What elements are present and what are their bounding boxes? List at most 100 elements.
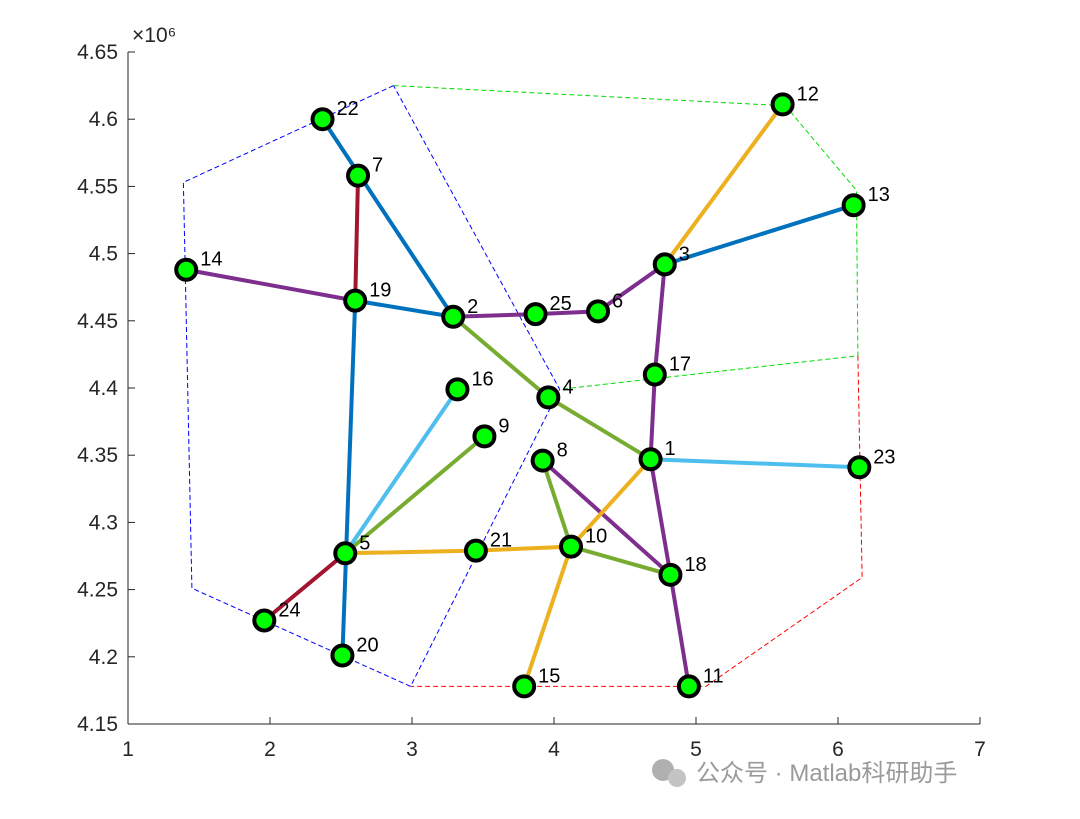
x-tick-label: 7 [974,738,986,761]
edge [652,262,667,377]
node-label: 4 [562,376,573,398]
node [310,107,335,132]
edge [184,267,358,303]
y-tick-label: 4.65 [77,41,118,64]
node-label: 5 [359,532,370,554]
node [333,541,358,566]
edge [662,102,785,267]
x-tick-label: 2 [264,738,276,761]
y-tick-label: 4.55 [77,175,118,198]
node [841,193,866,218]
x-tick-label: 3 [406,738,418,761]
edge [353,173,361,303]
edge [540,458,673,577]
node [642,362,667,387]
node-label: 11 [703,665,724,687]
node [770,92,795,117]
edge [473,544,574,553]
node-label: 15 [538,665,560,687]
y-tick-label: 4.5 [89,243,118,266]
node-label: 17 [669,354,691,376]
edge [451,312,538,319]
edge [569,457,653,549]
region-boundary [182,85,561,688]
node [512,674,537,699]
y-tick-label: 4.2 [89,646,118,669]
node-label: 16 [471,368,493,390]
node-label: 19 [369,280,391,302]
x-tick-label: 5 [690,738,702,761]
edge [540,458,574,549]
node [676,674,701,699]
node [559,534,584,559]
region-boundary [393,85,859,390]
edge [648,457,673,577]
y-tick-label: 4.35 [77,444,118,467]
node [472,424,497,449]
axis-multiplier: ×10⁶ [132,24,176,47]
watermark-icon [652,759,686,787]
node [658,562,683,587]
node [530,448,555,473]
edge [353,298,456,319]
node [536,385,561,410]
node [330,643,355,668]
node-label: 14 [200,249,222,271]
edge [648,372,657,462]
edge [262,551,348,623]
node-label: 18 [684,554,706,576]
y-tick-label: 4.4 [89,377,119,400]
edge [668,572,691,689]
edge [648,457,862,470]
node-label: 3 [679,243,690,265]
edge [546,395,653,462]
node-label: 12 [797,83,819,105]
y-tick-label: 4.45 [77,310,118,333]
node [346,163,371,188]
y-tick-label: 4.15 [77,713,118,736]
node-label: 24 [278,600,300,622]
edge [340,298,358,658]
node-label: 6 [612,290,623,312]
node-label: 25 [550,293,572,315]
node [847,455,872,480]
node-label: 13 [868,184,890,206]
node [523,302,548,327]
edge [522,544,574,689]
node [252,608,277,633]
node-label: 10 [585,526,607,548]
edge [569,544,673,577]
y-tick-label: 4.6 [89,108,118,131]
node [638,447,663,472]
node-label: 22 [337,98,359,120]
node-label: 23 [873,446,895,468]
edge [343,434,487,556]
node-label: 9 [498,415,509,437]
node-label: 20 [356,634,378,656]
y-tick-label: 4.3 [89,511,118,534]
edge [320,117,456,319]
node [343,288,368,313]
x-tick-label: 6 [832,738,844,761]
node-label: 1 [665,438,676,460]
node-label: 21 [490,530,512,552]
x-tick-label: 1 [122,738,134,761]
node-label: 7 [372,155,383,177]
node [586,299,611,324]
node [441,304,466,329]
node [463,538,488,563]
node-label: 2 [467,296,478,318]
region-boundary [410,355,863,687]
node-label: 8 [557,440,568,462]
node [652,252,677,277]
edge [596,262,667,314]
edge [343,548,478,556]
edge [662,203,856,267]
edge [451,314,551,400]
edge [343,387,460,556]
watermark: 公众号 · Matlab科研助手 [696,760,957,787]
node [445,377,470,402]
y-tick-label: 4.25 [77,579,118,602]
node [174,257,199,282]
